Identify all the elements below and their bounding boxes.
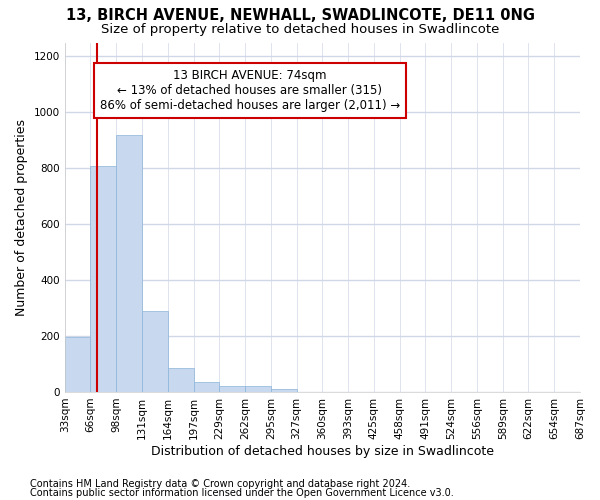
- Bar: [245, 386, 271, 392]
- Bar: [116, 135, 142, 392]
- Text: Contains public sector information licensed under the Open Government Licence v3: Contains public sector information licen…: [30, 488, 454, 498]
- Bar: [271, 389, 296, 392]
- Bar: [193, 382, 219, 392]
- Bar: [219, 386, 245, 392]
- Bar: [168, 368, 193, 392]
- Bar: [91, 166, 116, 392]
- Bar: [65, 338, 91, 392]
- Text: Size of property relative to detached houses in Swadlincote: Size of property relative to detached ho…: [101, 22, 499, 36]
- Y-axis label: Number of detached properties: Number of detached properties: [15, 118, 28, 316]
- Text: Contains HM Land Registry data © Crown copyright and database right 2024.: Contains HM Land Registry data © Crown c…: [30, 479, 410, 489]
- Text: 13 BIRCH AVENUE: 74sqm
← 13% of detached houses are smaller (315)
86% of semi-de: 13 BIRCH AVENUE: 74sqm ← 13% of detached…: [100, 69, 400, 112]
- Text: 13, BIRCH AVENUE, NEWHALL, SWADLINCOTE, DE11 0NG: 13, BIRCH AVENUE, NEWHALL, SWADLINCOTE, …: [65, 8, 535, 22]
- Bar: [142, 311, 168, 392]
- X-axis label: Distribution of detached houses by size in Swadlincote: Distribution of detached houses by size …: [151, 444, 494, 458]
